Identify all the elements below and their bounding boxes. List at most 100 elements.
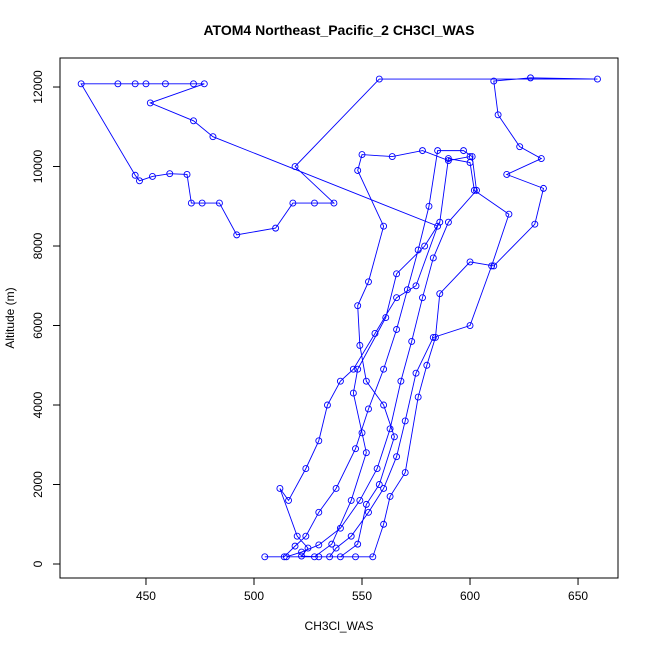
y-tick-label: 8000 — [31, 232, 45, 259]
data-point — [362, 500, 370, 508]
data-point — [470, 186, 478, 194]
data-point — [323, 401, 331, 409]
data-point — [365, 278, 372, 286]
data-point — [336, 524, 344, 532]
data-point — [488, 262, 496, 270]
data-point — [393, 326, 401, 333]
data-point — [326, 553, 334, 561]
data-point — [503, 171, 511, 178]
data-point — [380, 485, 388, 492]
data-point — [336, 553, 344, 561]
data-point — [516, 143, 524, 151]
data-point — [380, 365, 388, 373]
chart-title: ATOM4 Northeast_Pacific_2 CH3Cl_WAS — [203, 22, 474, 38]
data-point — [298, 552, 305, 560]
data-point — [375, 75, 383, 83]
data-point — [444, 218, 452, 226]
data-point — [280, 553, 288, 561]
data-point — [540, 184, 547, 192]
data-point — [289, 199, 297, 207]
data-point — [282, 553, 290, 561]
data-point — [302, 465, 310, 473]
data-point — [311, 199, 318, 207]
data-point — [386, 492, 394, 500]
data-point — [373, 465, 381, 473]
x-axis-label: CH3Cl_WAS — [305, 619, 374, 633]
data-point — [190, 80, 197, 88]
data-point — [393, 294, 401, 302]
data-point — [362, 377, 370, 385]
data-point — [354, 167, 362, 174]
data-point — [328, 540, 336, 548]
data-point — [425, 202, 433, 210]
data-point — [419, 147, 426, 155]
data-point — [166, 170, 174, 178]
data-point — [466, 322, 474, 329]
data-point — [285, 496, 293, 504]
y-tick-label: 0 — [31, 560, 45, 567]
data-point — [436, 218, 444, 226]
data-point — [291, 163, 299, 170]
data-point — [352, 445, 359, 453]
data-point — [332, 485, 340, 492]
data-point — [401, 469, 409, 477]
data-point — [460, 147, 467, 155]
data-point — [397, 377, 405, 385]
data-point — [466, 153, 474, 161]
data-point — [77, 80, 85, 88]
data-point — [401, 417, 409, 425]
data-point — [298, 548, 305, 556]
data-point — [187, 199, 195, 207]
data-point — [233, 231, 241, 239]
data-point — [291, 542, 299, 550]
y-tick-label: 12000 — [31, 70, 45, 104]
data-point — [347, 532, 355, 540]
data-point — [356, 341, 364, 349]
data-point — [347, 496, 355, 504]
plot-frame — [59, 57, 619, 579]
data-point — [209, 133, 217, 141]
data-point — [494, 111, 502, 119]
data-point — [490, 262, 498, 270]
data-point — [362, 449, 370, 457]
x-tick-label: 600 — [460, 589, 480, 603]
data-point — [444, 157, 452, 165]
data-point — [382, 314, 390, 322]
data-point — [365, 405, 372, 413]
data-point — [161, 80, 169, 88]
data-point — [444, 155, 452, 163]
data-point — [594, 75, 601, 83]
data-point — [468, 153, 476, 161]
y-tick-label: 10000 — [31, 150, 45, 184]
data-point — [358, 151, 366, 159]
data-point — [114, 80, 122, 88]
data-point — [393, 453, 401, 461]
data-point — [531, 220, 539, 228]
data-point — [315, 553, 323, 561]
data-point — [537, 155, 545, 163]
data-point — [369, 553, 377, 561]
data-point — [490, 77, 498, 85]
data-point — [473, 186, 480, 194]
data-point — [198, 199, 206, 207]
data-point — [419, 294, 426, 302]
data-point — [436, 290, 444, 298]
data-point — [302, 532, 310, 540]
data-point — [414, 393, 422, 401]
data-point — [386, 425, 394, 433]
data-point — [136, 177, 143, 185]
y-axis-label: Altitude (m) — [3, 287, 17, 348]
data-point — [311, 553, 318, 561]
x-tick-label: 650 — [568, 589, 588, 603]
data-point — [261, 553, 269, 561]
data-point — [380, 401, 388, 409]
data-point — [354, 365, 362, 373]
data-point — [183, 171, 191, 178]
data-point — [358, 429, 366, 437]
data-point — [408, 337, 416, 345]
data-point — [142, 80, 150, 88]
data-point — [200, 80, 208, 88]
data-point — [131, 171, 139, 179]
